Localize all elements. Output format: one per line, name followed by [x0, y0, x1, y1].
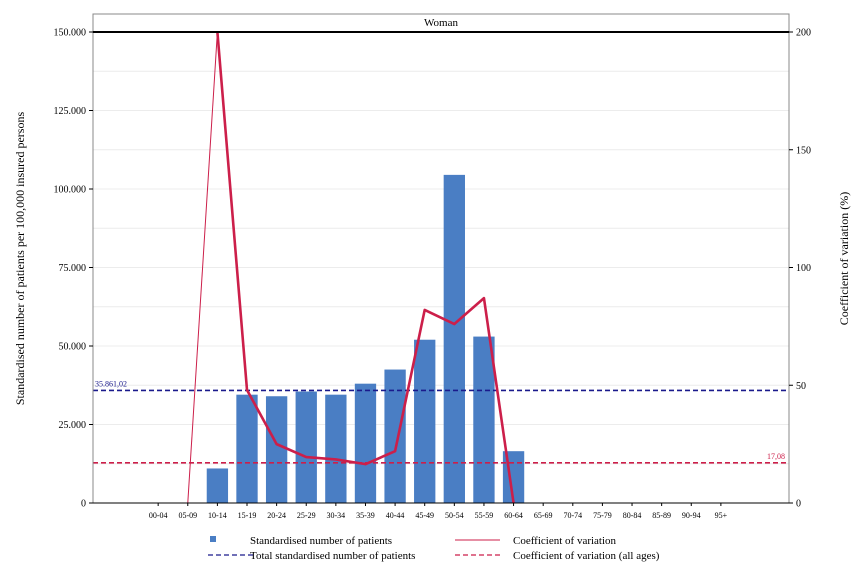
bars	[206, 174, 525, 503]
x-tick-label: 50-54	[445, 511, 464, 520]
x-tick-label: 35-39	[356, 511, 375, 520]
x-tick-label: 20-24	[267, 511, 286, 520]
x-tick-label: 70-74	[563, 511, 582, 520]
x-tick-label: 25-29	[297, 511, 316, 520]
y-tick-label: 125.000	[54, 106, 87, 117]
x-axis: 00-04 05-09 10-14 15-19 20-24 25-29 30-34 35-39…	[149, 503, 728, 520]
x-tick-label: 10-14	[208, 511, 227, 520]
bar-25-29	[295, 391, 317, 503]
y-tick-label: 150.000	[54, 28, 87, 39]
bar-50-54	[443, 174, 465, 503]
x-tick-label: 40-44	[386, 511, 405, 520]
grid-lines	[93, 70, 789, 465]
y-tick-label: 75.000	[59, 263, 87, 274]
y2-tick-label: 200	[796, 28, 811, 39]
panel-title: Woman	[424, 17, 458, 29]
y-axis-right: 0 50 100 150 200	[789, 28, 811, 510]
cv-line-thin-segment	[187, 31, 218, 504]
legend-label: Coefficient of variation	[513, 535, 617, 547]
x-tick-label: 95+	[715, 511, 728, 520]
y2-tick-label: 150	[796, 145, 811, 156]
legend: Standardised number of patients Coefficie…	[208, 535, 660, 562]
panel-header: Woman	[424, 17, 458, 29]
reference-line-label-0: 35.861,02	[95, 379, 127, 388]
legend-label: Total standardised number of patients	[250, 550, 415, 562]
cv-line	[187, 31, 515, 504]
x-tick-label: 15-19	[238, 511, 257, 520]
x-tick-label: 85-89	[652, 511, 671, 520]
y-tick-label: 100.000	[54, 185, 87, 196]
bar-55-59	[473, 336, 495, 503]
x-tick-label: 00-04	[149, 511, 168, 520]
bar-40-44	[384, 369, 406, 503]
x-tick-label: 05-09	[178, 511, 197, 520]
y2-tick-label: 50	[796, 381, 806, 392]
y-tick-label: 0	[81, 499, 86, 510]
legend-label: Coefficient of variation (all ages)	[513, 550, 660, 562]
plot-border	[92, 13, 790, 504]
plot-frame	[92, 13, 790, 504]
legend-label: Standardised number of patients	[250, 535, 392, 547]
bar-15-19	[236, 394, 258, 503]
cv-line-main	[216, 31, 515, 504]
x-tick-label: 75-79	[593, 511, 612, 520]
x-tick-label: 30-34	[327, 511, 346, 520]
y-axis-title: Standardised number of patients per 100,…	[13, 112, 27, 406]
y2-tick-label: 100	[796, 263, 811, 274]
y2-axis-title: Coefficient of variation (%)	[837, 192, 851, 325]
y-tick-label: 50.000	[59, 342, 87, 353]
x-tick-label: 45-49	[415, 511, 434, 520]
x-tick-label: 80-84	[623, 511, 642, 520]
bar-10-14	[206, 468, 229, 503]
reference-lines: 35.861,02 17,08	[93, 379, 789, 464]
x-tick-label: 90-94	[682, 511, 701, 520]
bar-35-39	[354, 383, 377, 503]
x-tick-label: 65-69	[534, 511, 553, 520]
bar-45-49	[414, 339, 436, 503]
y2-tick-label: 0	[796, 499, 801, 510]
bar-20-24	[265, 396, 288, 503]
x-tick-label: 55-59	[475, 511, 494, 520]
y-axis-left: 0 25.000 50.000 75.000 100.000 125.000 150.000	[54, 28, 93, 510]
x-tick-label: 60-64	[504, 511, 523, 520]
legend-swatch-square	[210, 536, 216, 542]
y-tick-label: 25.000	[59, 420, 87, 431]
bar-30-34	[325, 394, 347, 503]
reference-line-label-1: 17,08	[767, 452, 785, 461]
